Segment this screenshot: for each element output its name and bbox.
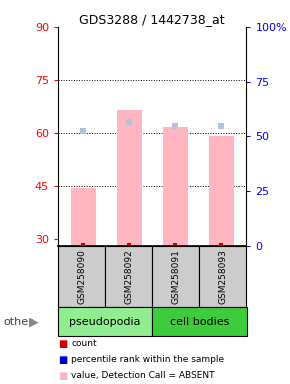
Text: GSM258091: GSM258091	[171, 249, 180, 304]
Text: count: count	[71, 339, 97, 348]
Bar	[209, 136, 234, 246]
Text: ▶: ▶	[28, 315, 38, 328]
Bar	[117, 110, 142, 246]
Bar	[152, 246, 200, 307]
Bar	[58, 246, 105, 307]
Text: GSM258090: GSM258090	[77, 249, 86, 304]
Text: GDS3288 / 1442738_at: GDS3288 / 1442738_at	[79, 13, 225, 26]
Bar	[163, 127, 188, 246]
Text: GSM258093: GSM258093	[218, 249, 227, 304]
Text: other: other	[3, 316, 33, 327]
Text: pseudopodia: pseudopodia	[69, 316, 141, 327]
Text: value, Detection Call = ABSENT: value, Detection Call = ABSENT	[71, 371, 215, 381]
Text: percentile rank within the sample: percentile rank within the sample	[71, 355, 224, 364]
Bar	[152, 307, 246, 336]
Text: ■: ■	[58, 339, 67, 349]
Text: cell bodies: cell bodies	[170, 316, 229, 327]
Bar	[71, 187, 96, 246]
Text: ■: ■	[58, 371, 67, 381]
Bar	[105, 246, 152, 307]
Text: ■: ■	[58, 355, 67, 365]
Text: GSM258092: GSM258092	[124, 249, 133, 304]
Bar	[199, 246, 246, 307]
Bar	[58, 307, 152, 336]
